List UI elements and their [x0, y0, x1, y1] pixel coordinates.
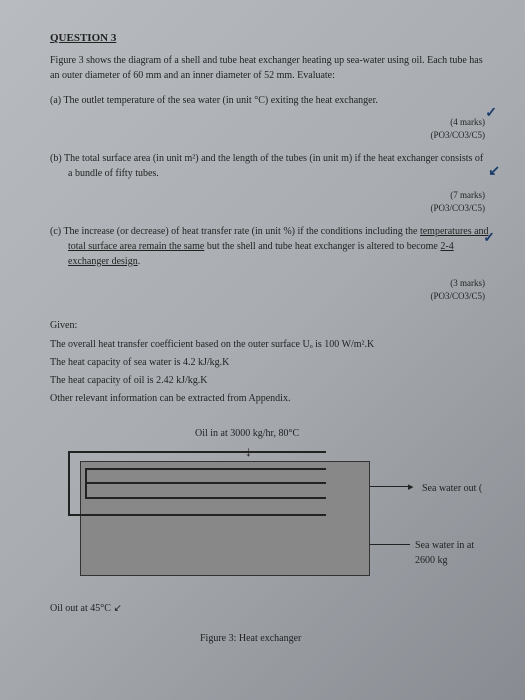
part-b: (b) The total surface area (in unit m²) …	[68, 151, 490, 181]
question-title: QUESTION 3	[50, 30, 490, 47]
seawater-in-label: Sea water in at 2600 kg	[415, 538, 490, 568]
exam-page: QUESTION 3 Figure 3 shows the diagram of…	[0, 0, 525, 666]
given-line-4: Other relevant information can be extrac…	[50, 391, 490, 406]
part-c-marks: (3 marks) (PO3/CO3/C5)	[50, 277, 485, 304]
seawater-in-line	[370, 544, 410, 545]
oil-out-label: Oil out at 45°C ↙	[50, 601, 122, 616]
seawater-out-line	[370, 486, 410, 487]
handwriting-check-3: ✓	[483, 230, 495, 247]
given-line-2: The heat capacity of sea water is 4.2 kJ…	[50, 355, 490, 370]
part-c: (c) The increase (or decrease) of heat t…	[68, 224, 490, 269]
given-header: Given:	[50, 318, 490, 333]
part-b-marks: (7 marks) (PO3/CO3/C5)	[50, 189, 485, 216]
part-b-label: (b)	[50, 153, 62, 164]
arrow-right-icon: ▸	[408, 479, 414, 496]
given-line-1: The overall heat transfer coefficient ba…	[50, 337, 490, 352]
part-a-label: (a)	[50, 95, 61, 106]
given-line-3: The heat capacity of oil is 2.42 kJ/kg.K	[50, 373, 490, 388]
part-c-label: (c)	[50, 226, 61, 237]
handwriting-check-1: ✓	[485, 105, 497, 122]
heat-exchanger-diagram: Oil in at 3000 kg/hr, 80°C ↓ ▸ Sea water…	[50, 426, 490, 646]
question-intro: Figure 3 shows the diagram of a shell an…	[50, 53, 490, 83]
seawater-out-label: Sea water out (	[422, 481, 482, 496]
oil-in-label: Oil in at 3000 kg/hr, 80°C	[195, 426, 299, 441]
part-a-text: The outlet temperature of the sea water …	[63, 95, 377, 106]
part-b-text: The total surface area (in unit m²) and …	[64, 153, 483, 179]
handwriting-scribble: ↙	[113, 603, 121, 614]
tube-divider	[85, 482, 326, 484]
part-a: (a) The outlet temperature of the sea wa…	[68, 93, 490, 108]
figure-caption: Figure 3: Heat exchanger	[200, 631, 301, 646]
part-a-marks: (4 marks) (PO3/CO3/C5)	[50, 116, 485, 143]
handwriting-check-2: ↙	[488, 163, 500, 180]
